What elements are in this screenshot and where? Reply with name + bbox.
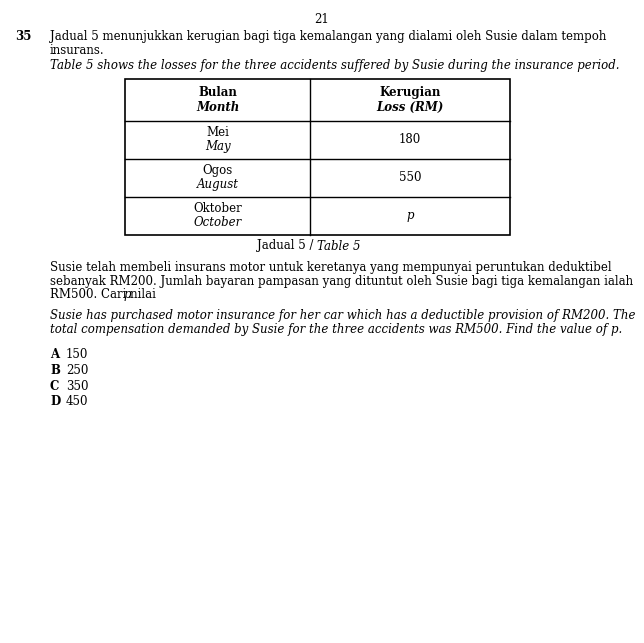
Text: p: p — [406, 209, 413, 222]
Text: Kerugian: Kerugian — [379, 86, 440, 99]
Text: Table 5: Table 5 — [317, 239, 361, 253]
Text: Loss (RM): Loss (RM) — [376, 101, 444, 114]
Text: Bulan: Bulan — [198, 86, 237, 99]
Text: 21: 21 — [315, 13, 329, 26]
Text: D: D — [50, 395, 61, 408]
Text: C: C — [50, 379, 59, 392]
Text: 550: 550 — [399, 171, 421, 184]
Text: 450: 450 — [66, 395, 88, 408]
Text: p: p — [124, 288, 131, 301]
Text: RM500. Cari nilai: RM500. Cari nilai — [50, 288, 160, 301]
Text: Jadual 5 /: Jadual 5 / — [257, 239, 317, 253]
Text: total compensation demanded by Susie for the three accidents was RM500. Find the: total compensation demanded by Susie for… — [50, 323, 622, 336]
Text: Jadual 5 menunjukkan kerugian bagi tiga kemalangan yang dialami oleh Susie dalam: Jadual 5 menunjukkan kerugian bagi tiga … — [50, 30, 607, 43]
Text: Table 5 shows the losses for the three accidents suffered by Susie during the in: Table 5 shows the losses for the three a… — [50, 59, 620, 72]
Text: 180: 180 — [399, 133, 421, 146]
Text: Month: Month — [196, 101, 239, 114]
Text: Mei: Mei — [206, 126, 229, 139]
Text: insurans.: insurans. — [50, 44, 104, 57]
Text: .: . — [128, 288, 131, 301]
Text: Susie has purchased motor insurance for her car which has a deductible provision: Susie has purchased motor insurance for … — [50, 309, 636, 323]
Text: October: October — [193, 216, 242, 229]
Text: 250: 250 — [66, 364, 88, 377]
Text: Ogos: Ogos — [202, 164, 232, 177]
Text: 35: 35 — [15, 30, 32, 43]
Text: 150: 150 — [66, 349, 88, 361]
Text: Oktober: Oktober — [193, 202, 242, 215]
Text: sebanyak RM200. Jumlah bayaran pampasan yang dituntut oleh Susie bagi tiga kemal: sebanyak RM200. Jumlah bayaran pampasan … — [50, 275, 633, 287]
Text: August: August — [196, 178, 238, 191]
Text: Susie telah membeli insurans motor untuk keretanya yang mempunyai peruntukan ded: Susie telah membeli insurans motor untuk… — [50, 261, 612, 274]
Text: May: May — [205, 140, 231, 153]
Bar — [125, 78, 510, 235]
Text: B: B — [50, 364, 60, 377]
Text: 350: 350 — [66, 379, 88, 392]
Text: A: A — [50, 349, 59, 361]
